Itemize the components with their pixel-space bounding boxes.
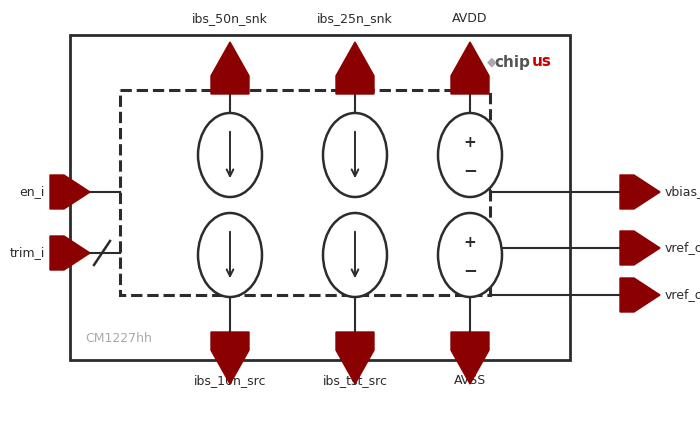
Ellipse shape bbox=[323, 213, 387, 297]
Polygon shape bbox=[211, 332, 249, 384]
Polygon shape bbox=[620, 175, 660, 209]
Text: chip: chip bbox=[494, 55, 530, 70]
Polygon shape bbox=[50, 236, 90, 270]
Text: vref_ok_o: vref_ok_o bbox=[665, 288, 700, 301]
Text: +: + bbox=[463, 235, 477, 250]
Bar bbox=[70, 35, 570, 360]
Text: AVDD: AVDD bbox=[452, 12, 488, 25]
Ellipse shape bbox=[438, 113, 502, 197]
Polygon shape bbox=[451, 332, 489, 384]
Polygon shape bbox=[336, 42, 374, 94]
Text: trim_i: trim_i bbox=[10, 246, 45, 259]
Polygon shape bbox=[620, 278, 660, 312]
Polygon shape bbox=[451, 42, 489, 94]
Ellipse shape bbox=[198, 113, 262, 197]
Text: ibs_25n_snk: ibs_25n_snk bbox=[317, 12, 393, 25]
Text: en_i: en_i bbox=[20, 186, 45, 198]
Text: −: − bbox=[463, 261, 477, 279]
Text: CM1227hh: CM1227hh bbox=[85, 332, 152, 345]
Ellipse shape bbox=[198, 213, 262, 297]
Text: vref_o: vref_o bbox=[665, 242, 700, 254]
Text: ◆: ◆ bbox=[487, 56, 497, 69]
Polygon shape bbox=[620, 231, 660, 265]
Polygon shape bbox=[50, 175, 90, 209]
Text: −: − bbox=[463, 161, 477, 179]
Ellipse shape bbox=[323, 113, 387, 197]
Bar bbox=[120, 90, 490, 295]
Text: vbias_o: vbias_o bbox=[665, 186, 700, 198]
Polygon shape bbox=[336, 332, 374, 384]
Text: AVSS: AVSS bbox=[454, 374, 486, 387]
Polygon shape bbox=[211, 42, 249, 94]
Text: ibs_50n_snk: ibs_50n_snk bbox=[192, 12, 268, 25]
Ellipse shape bbox=[438, 213, 502, 297]
Text: +: + bbox=[463, 135, 477, 150]
Text: ibs_10n_src: ibs_10n_src bbox=[194, 374, 266, 387]
Text: ibs_tst_src: ibs_tst_src bbox=[323, 374, 388, 387]
Text: us: us bbox=[532, 55, 552, 70]
